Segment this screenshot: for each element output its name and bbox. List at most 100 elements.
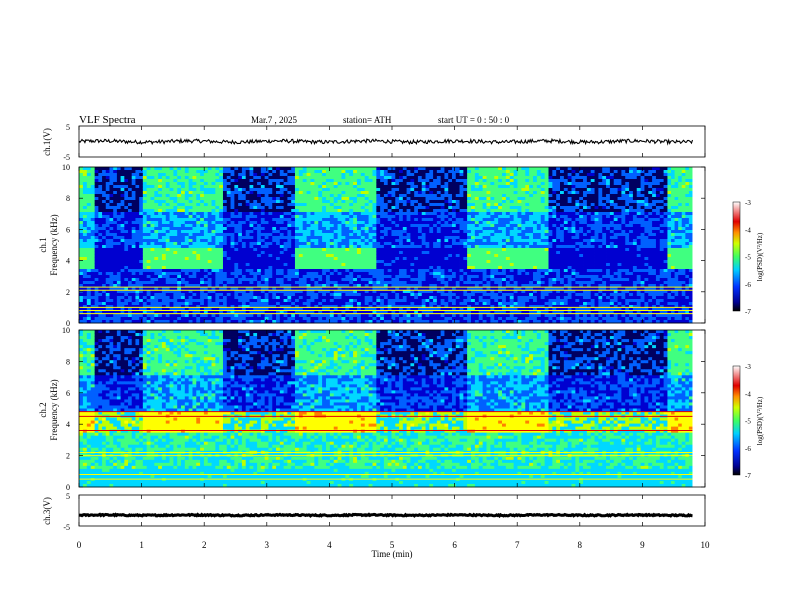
spectrogram-cell [353,284,358,288]
spectrogram-cell [222,206,228,210]
spectrogram-cell [211,200,216,204]
spectrogram-cell [298,248,304,252]
spectrogram-cell [298,299,304,303]
spectrogram-cell [272,197,277,201]
spectrogram-cell [253,302,258,306]
spectrogram-cell [383,206,389,210]
spectrogram-cell [440,200,445,204]
spectrogram-cell [260,200,266,204]
spectrogram-cell [109,251,114,255]
spectrogram-cell [310,317,315,321]
spectrogram-cell [113,197,118,201]
spectrogram-cell [298,251,304,255]
spectrogram-cell [302,245,307,249]
spectrogram-cell [298,305,304,309]
spectrogram-cell [322,308,327,312]
spectrogram-cell [135,206,140,210]
spectrogram-cell [113,230,118,234]
spectrogram-cell [380,263,385,267]
spectrogram-cell [207,257,212,261]
spectrogram-cell [368,194,373,198]
spectrogram-cell [376,269,381,273]
spectrogram-cell [444,167,449,171]
spectrogram-cell [109,257,114,261]
spectrogram-cell [226,170,231,174]
spectrogram-cell [86,209,92,213]
spectrogram-cell [257,293,262,297]
spectrogram-cell [306,224,311,228]
spectrogram-cell [222,293,228,297]
spectrogram-cell [399,263,404,267]
spectrogram-cell [260,251,266,255]
spectrogram-cell [169,218,174,222]
spectrogram-cell [417,245,423,249]
spectrogram-cell [257,224,262,228]
spectrogram-cell [86,182,92,186]
spectrogram-cell [188,317,193,321]
spectrogram-cell [414,266,419,270]
spectrogram-cell [238,221,243,225]
spectrogram-cell [113,266,118,270]
spectrogram-cell [349,242,354,246]
spectrogram-cell [272,263,277,267]
spectrogram-cell [376,215,381,219]
spectrogram-cell [306,200,311,204]
spectrogram-cell [410,263,415,267]
spectrogram-cell [429,191,434,195]
spectrogram-cell [158,239,163,243]
spectrogram-cell [128,215,133,219]
spectrogram-cell [173,254,178,258]
spectrogram-cell [234,191,239,195]
spectrogram-cell [264,197,269,201]
spectrogram-cell [276,194,281,198]
spectrogram-cell [109,311,114,315]
spectrogram-cell [257,314,262,318]
spectrogram-cell [124,200,129,204]
spectrogram-cell [82,293,88,297]
spectrogram-cell [417,224,423,228]
spectrogram-cell [294,260,300,264]
spectrogram-cell [230,173,235,177]
spectrogram-cell [215,272,220,276]
spectrogram-cell [279,194,284,198]
spectrogram-cell [322,206,327,210]
spectrogram-cell [188,302,193,306]
spectrogram-cell [177,242,182,246]
spectrogram-cell [196,230,201,234]
spectrogram-cell [124,182,129,186]
spectrogram-cell [310,272,315,276]
spectrogram-cell [94,236,99,240]
spectrogram-cell [131,224,136,228]
spectrogram-cell [268,308,273,312]
spectrogram-cell [436,194,442,198]
spectrogram-cell [219,179,224,183]
spectrogram-cell [215,305,220,309]
spectrogram-cell [268,314,273,318]
spectrogram-cell [98,245,103,249]
spectrogram-cell [135,221,140,225]
spectrogram-cell [257,287,262,291]
spectrogram-cell [318,236,323,240]
spectrogram-cell [94,263,99,267]
spectrogram-cell [131,230,136,234]
spectrogram-cell [264,290,269,294]
spectrogram-cell [380,218,385,222]
spectrogram-cell [181,176,186,180]
spectrogram-cell [436,179,442,183]
spectrogram-cell [341,284,346,288]
spectrogram-cell [268,200,273,204]
spectrogram-cell [181,224,186,228]
spectrogram-cell [433,209,438,213]
spectrogram-cell [425,188,430,192]
spectrogram-cell [302,287,307,291]
spectrogram-cell [200,212,205,216]
spectrogram-cell [310,251,315,255]
spectrogram-cell [238,197,243,201]
spectrogram-cell [425,251,430,255]
spectrogram-cell [142,206,148,210]
spectrogram-cell [139,302,144,306]
spectrogram-cell [459,167,464,171]
spectrogram-cell [207,188,212,192]
spectrogram-cell [414,272,419,276]
spectrogram-cell [105,269,110,273]
